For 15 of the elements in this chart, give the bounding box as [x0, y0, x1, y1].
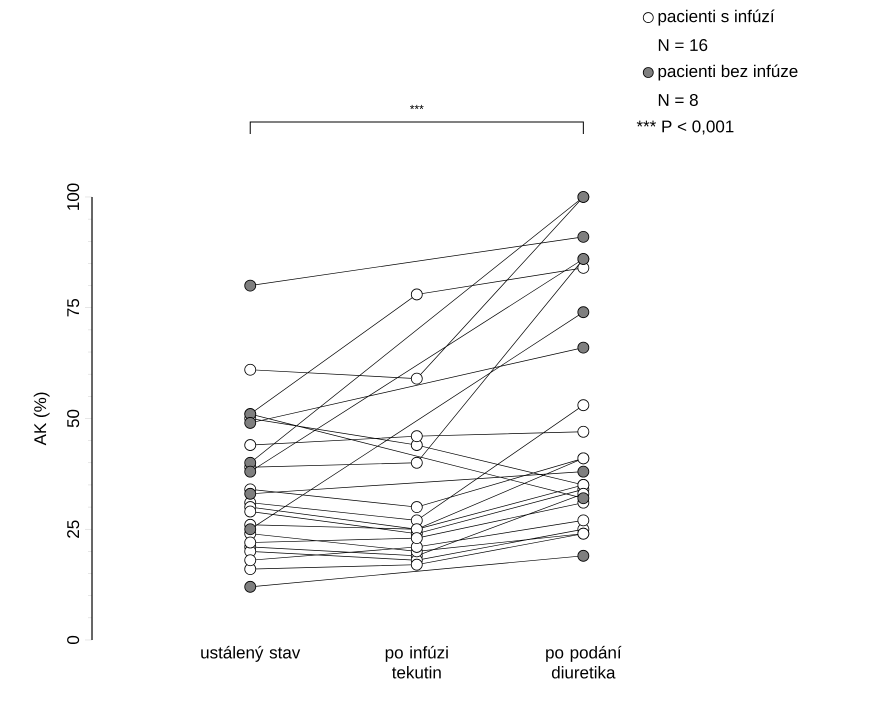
x-tick-label: ustálený stav: [201, 646, 300, 662]
text: ***: [410, 104, 424, 110]
y-tick-label: 0: [67, 636, 80, 644]
text: N = 8: [658, 94, 698, 106]
text: N = 16: [658, 39, 708, 52]
y-tick-label: 25: [67, 520, 80, 538]
text: *** P < 0,001: [636, 120, 734, 134]
y-tick-label: 75: [67, 299, 80, 316]
legend-label: pacienti bez infúze: [658, 64, 798, 81]
y-tick-label: 50: [67, 410, 80, 428]
y-axis-title: AK (%): [34, 392, 50, 446]
legend-label: pacienti s infúzí: [658, 10, 775, 26]
x-tick-label: po podání diuretika: [546, 646, 622, 679]
y-tick-label: 100: [67, 183, 80, 210]
x-tick-label: po infúzi tekutin: [386, 646, 448, 679]
